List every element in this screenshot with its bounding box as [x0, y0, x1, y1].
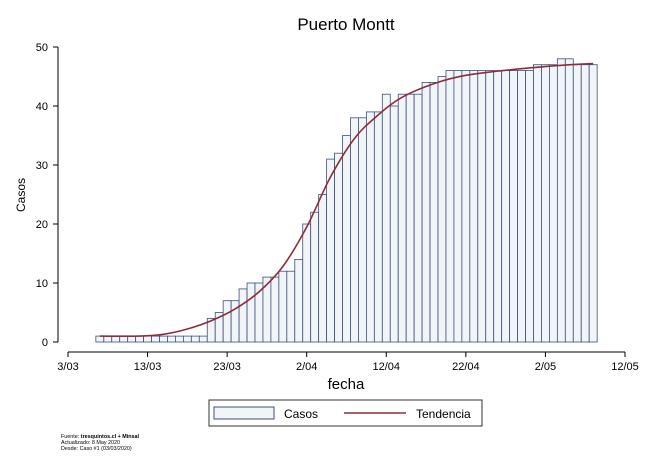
bar	[564, 58, 574, 343]
trend-line	[99, 62, 594, 338]
footer-updated: Actualizado: 8 May 2020	[61, 440, 121, 447]
bar	[453, 70, 463, 343]
bar	[461, 70, 471, 343]
bar	[429, 82, 439, 343]
bar	[397, 93, 407, 343]
bar	[365, 111, 375, 343]
bar	[445, 70, 455, 343]
bar	[342, 135, 351, 343]
bar	[389, 105, 399, 343]
bar	[437, 76, 447, 343]
x-tick-label: 2/04	[296, 361, 317, 373]
bar	[190, 335, 200, 343]
bar	[238, 288, 248, 343]
y-tick-label: 30	[36, 160, 48, 172]
x-axis-label: fecha	[328, 376, 365, 393]
bar	[381, 93, 391, 343]
legend-casos-swatch	[213, 406, 275, 420]
bar	[294, 258, 304, 343]
chart-title: Puerto Montt	[297, 15, 395, 34]
x-tick-label: 22/04	[452, 361, 480, 373]
bar	[175, 335, 184, 343]
bar	[143, 335, 152, 343]
bar	[485, 70, 495, 343]
bar	[198, 335, 208, 343]
bar	[95, 335, 105, 343]
bar	[358, 117, 367, 343]
bar	[556, 58, 566, 343]
footer-source: Fuente: tresquintos.cl + Minsal	[61, 434, 140, 440]
bar	[103, 335, 113, 343]
x-tick-label: 13/03	[134, 361, 162, 373]
x-tick-label: 12/04	[373, 361, 401, 373]
bar	[326, 158, 335, 343]
bar	[182, 335, 192, 343]
y-tick-label: 20	[36, 219, 48, 231]
bar	[421, 82, 431, 343]
y-tick-label: 0	[42, 337, 48, 349]
bar	[588, 64, 598, 343]
bar	[302, 223, 312, 343]
legend-casos-label: Casos	[284, 407, 318, 421]
x-tick-label: 23/03	[213, 361, 241, 373]
bar	[350, 117, 359, 343]
footer-since: Desde: Caso #1 (03/03/2020)	[61, 446, 132, 453]
bar	[549, 64, 558, 343]
bar	[533, 64, 542, 343]
y-tick-label: 40	[36, 101, 48, 113]
bar	[270, 276, 280, 343]
legend: Casos Tendencia	[208, 399, 483, 427]
bar	[167, 335, 176, 343]
y-ticks: 0 10 20 30 40 50	[36, 42, 58, 349]
bar	[541, 64, 550, 343]
y-tick-label: 50	[36, 42, 48, 54]
bar	[572, 64, 582, 343]
bar	[135, 335, 144, 343]
bar	[469, 70, 479, 343]
y-tick-label: 10	[36, 278, 48, 290]
legend-tendencia-label: Tendencia	[416, 407, 471, 421]
x-tick-label: 3/03	[57, 361, 78, 373]
bar	[278, 270, 288, 343]
x-tick-label: 12/05	[611, 361, 639, 373]
bar	[477, 70, 487, 343]
x-ticks: 3/03 13/03 23/03 2/04 12/04 22/04 2/05 12/05	[57, 352, 639, 373]
bar	[310, 211, 320, 343]
bar	[151, 335, 160, 343]
bar	[580, 64, 590, 343]
bar	[517, 70, 526, 343]
bar	[159, 335, 168, 343]
bar	[286, 270, 296, 343]
bar	[413, 93, 423, 343]
bar	[509, 70, 518, 343]
bar	[493, 70, 503, 343]
bar-series	[95, 58, 598, 343]
bar	[373, 111, 383, 343]
bar	[501, 70, 511, 343]
y-axis-label: Casos	[14, 178, 28, 212]
bar	[222, 300, 232, 343]
bar	[525, 70, 534, 343]
footer-note: Fuente: tresquintos.cl + Minsal Actualiz…	[61, 434, 139, 453]
bar	[334, 152, 343, 343]
bar	[318, 194, 328, 343]
x-tick-label: 2/05	[535, 361, 556, 373]
bar	[405, 93, 415, 343]
bar	[246, 282, 256, 343]
